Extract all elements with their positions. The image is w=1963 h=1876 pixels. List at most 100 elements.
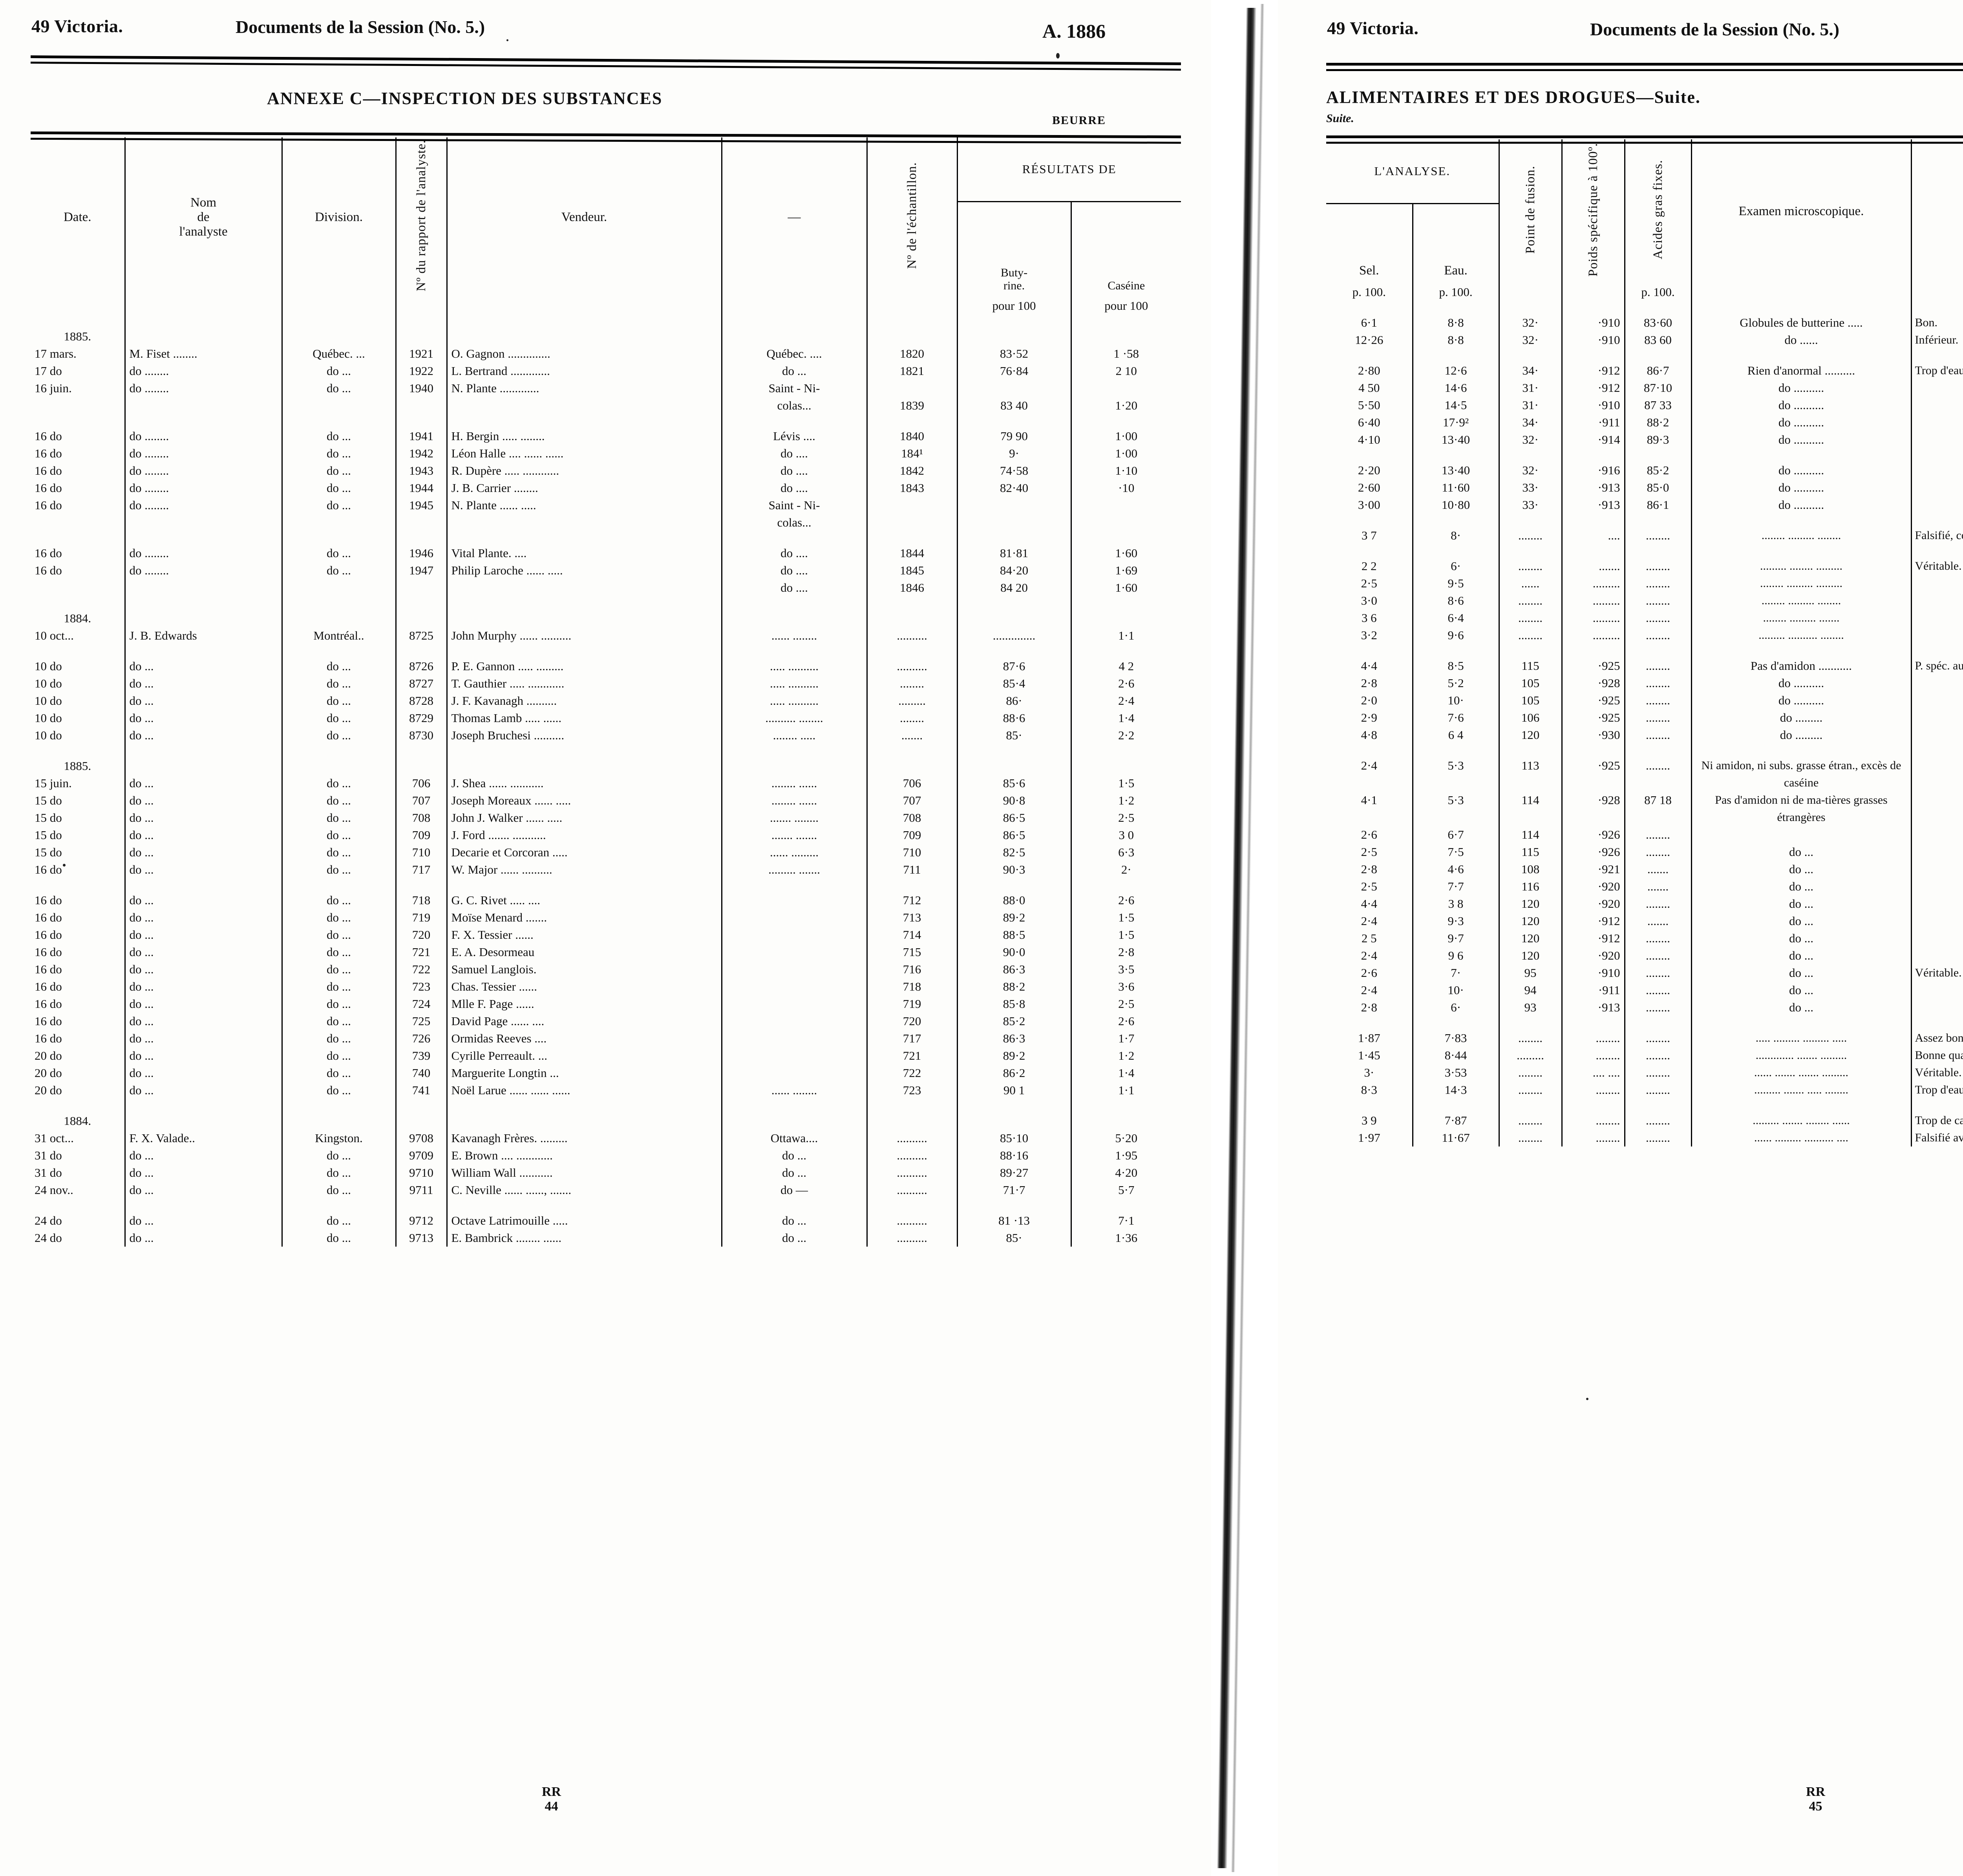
col-header-acides: Acides gras fixes. <box>1625 139 1692 283</box>
table-row: 2·86·93·913........do ...do <box>1326 999 1963 1016</box>
cell-place: ..... .......... <box>722 675 868 692</box>
cell-microscope: Ni amidon, ni subs. grasse étran., excès… <box>1691 757 1912 792</box>
table-row: 24 nov.. do ... do ... 9711 C. Neville .....… <box>31 1181 1181 1199</box>
cell-eau: 7·83 <box>1413 1029 1500 1047</box>
cell-report-no: 740 <box>396 1064 448 1082</box>
cell-observations: do do Véritable beurre salé. <box>1911 726 1963 744</box>
cell-fusion: 94 <box>1499 982 1563 999</box>
cell-poids: ·911 <box>1562 414 1625 431</box>
cell-date: 16 do <box>31 496 126 514</box>
cell-date: 10 do <box>31 692 126 709</box>
table-row: 10 oct... J. B. Edwards Montréal.. 8725 John… <box>31 627 1181 644</box>
table-row: 10 do do ... do ... 8730 Joseph Bruchesi ...… <box>31 726 1181 744</box>
cell-vendor: William Wall ........... <box>447 1164 722 1181</box>
document-title-left: Documents de la Session (No. 5.) <box>236 17 485 37</box>
cell-poids: ·910 <box>1562 397 1625 414</box>
cell-date: 16 do <box>31 1029 126 1047</box>
cell-report-no: 718 <box>396 891 448 909</box>
page-left: 49 Victoria. Documents de la Session (No… <box>0 0 1209 1876</box>
spacer-cell <box>722 878 868 892</box>
col-header-poids: Poids spécifique à 100º. <box>1562 139 1625 283</box>
cell-analyst: do ... <box>125 1047 283 1064</box>
cell-sel: 3 6 <box>1326 609 1413 627</box>
cell-division: do ... <box>282 1081 397 1099</box>
cell-report-no: 9711 <box>396 1181 448 1199</box>
table-row: 12·26 8·8 32· ·910 83 60 do ...... Inférieur. <box>1326 331 1963 349</box>
cell-poids: ........ <box>1562 1029 1625 1047</box>
col-header-poids-label: Poids spécifique à 100º. <box>1586 143 1600 277</box>
cell-date: 16 do <box>31 544 126 562</box>
cell-caseine: 2·5 <box>1118 810 1135 825</box>
cell-analyst: do ........ <box>125 479 283 497</box>
scan-speckle <box>1586 1398 1588 1400</box>
col-header-date: Date. <box>31 137 126 297</box>
spacer-cell <box>396 878 448 892</box>
cell-butyrine <box>957 514 1072 531</box>
units-fusion <box>1499 283 1563 301</box>
cell-acides: ........ <box>1625 1064 1692 1081</box>
header-row-group: Date. Nom de l'analyste Division. Nº du … <box>31 137 1181 297</box>
cell-observations: Inférieur. <box>1915 333 1959 346</box>
cell-division: do ... <box>282 1012 397 1030</box>
row-spacer <box>31 1099 1181 1112</box>
page-gutter <box>1211 0 1278 1876</box>
cell-observations: do <box>1911 575 1963 592</box>
cell-division: do ... <box>282 926 397 943</box>
cell-date: 20 do <box>31 1047 126 1064</box>
cell-report-no: 1922 <box>396 362 448 380</box>
cell-caseine: ·10 <box>1118 481 1135 495</box>
cell-division <box>282 397 397 414</box>
table-row: 16 do do ........ do ... 1942 Léon Halle ...… <box>31 444 1181 462</box>
cell-microscope: do ......... <box>1691 709 1912 726</box>
cell-report-no: 708 <box>396 809 448 826</box>
cell-butyrine: 86·3 <box>957 1029 1072 1047</box>
spacer-cell <box>447 414 722 428</box>
cell-sample-no: 717 <box>867 1029 958 1047</box>
cell-observations: Véritable. <box>1915 1066 1962 1079</box>
cell-analyst: do ........ <box>125 561 283 579</box>
year-blank <box>1071 328 1181 345</box>
cell-fusion: ......... <box>1499 1047 1563 1064</box>
cell-division: do ... <box>282 692 397 709</box>
cell-report-no: 726 <box>396 1029 448 1047</box>
col-header-butyrine: Buty- rine. <box>957 201 1072 297</box>
table-body-left: pour 100 pour 100 1885. 17 mars. M. Fiset … <box>31 297 1181 1247</box>
cell-sample-no <box>867 514 958 531</box>
cell-eau: 5·3 <box>1413 792 1500 826</box>
cell-caseine: 7·1 <box>1118 1213 1135 1227</box>
cell-eau: 11·67 <box>1413 1129 1500 1146</box>
cell-butyrine: 88·2 <box>957 978 1072 995</box>
cell-eau: 3·53 <box>1413 1064 1500 1081</box>
cell-caseine: 1·1 <box>1118 628 1135 642</box>
spacer-cell <box>1071 414 1181 428</box>
cell-report-no: 1944 <box>396 479 448 497</box>
cell-butyrine <box>957 379 1072 397</box>
table-row: 16 do do ... do ... 722 Samuel Langlois. 716 8… <box>31 960 1181 978</box>
table-row: 20 do do ... do ... 740 Marguerite Longtin .… <box>31 1064 1181 1082</box>
table-row: 10 do do ... do ... 8727 T. Gauthier ..... .… <box>31 675 1181 692</box>
cell-eau: 9·6 <box>1413 627 1500 644</box>
spacer-cell <box>1413 301 1500 314</box>
cell-sample-no: .......... <box>867 1181 958 1199</box>
cell-vendor: Decarie et Corcoran ..... <box>447 843 722 861</box>
cell-microscope: do .......... <box>1691 379 1912 397</box>
document-title-right: Documents de la Session (No. 5.) <box>1590 19 1840 39</box>
cell-butyrine: 86·3 <box>957 960 1072 978</box>
cell-place: ...... ......... <box>722 843 868 861</box>
cell-caseine: 2·4 <box>1118 693 1135 708</box>
cell-place: ......... ....... <box>722 861 868 878</box>
spacer-cell <box>31 1099 126 1112</box>
cell-observations: do <box>1911 462 1963 479</box>
row-spacer <box>31 644 1181 658</box>
spacer-cell <box>31 414 126 428</box>
cell-eau: 8·44 <box>1413 1047 1500 1064</box>
row-spacer <box>1326 644 1963 657</box>
cell-place <box>722 891 868 909</box>
cell-eau: 9·3 <box>1413 912 1500 930</box>
spacer-cell <box>1499 514 1563 527</box>
table-row: 16 juin. do ........ do ... 1940 N. Plante .… <box>31 379 1181 397</box>
cell-caseine: 1·60 <box>1115 580 1138 594</box>
cell-division: do ... <box>282 561 397 579</box>
cell-poids: .... <box>1562 527 1625 544</box>
